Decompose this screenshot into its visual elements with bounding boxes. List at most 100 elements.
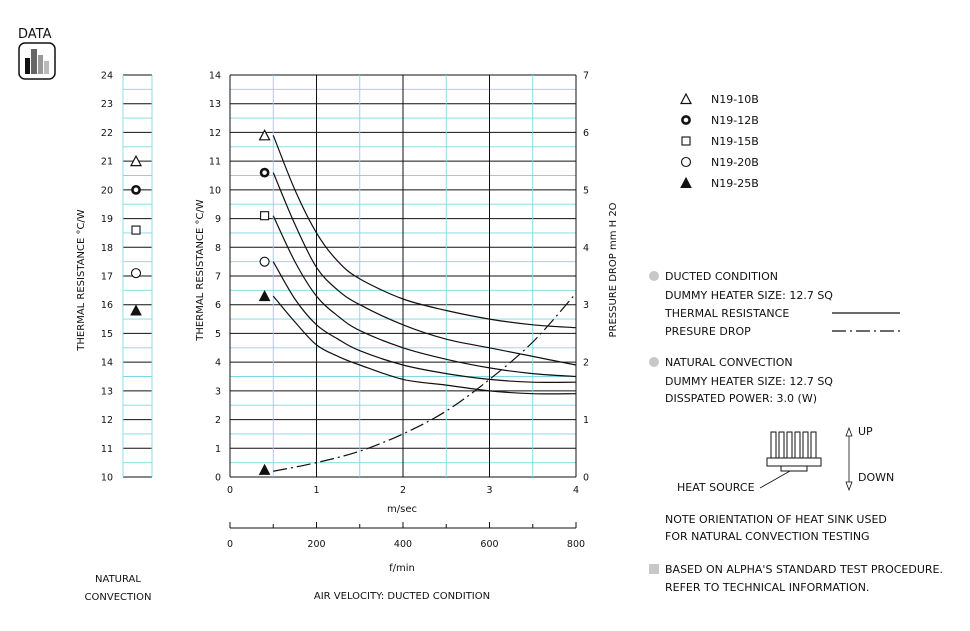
ducted-x2-tick-label: 400: [394, 539, 412, 550]
ducted-x2-axis-label: f/min: [389, 563, 415, 574]
pressure-drop-legend: PRESURE DROP: [665, 325, 751, 338]
orientation-note-line2: FOR NATURAL CONVECTION TESTING: [665, 530, 870, 543]
natural-y-tick-label: 18: [101, 243, 113, 254]
natural-y-tick-label: 20: [101, 185, 113, 196]
down-label: DOWN: [858, 471, 894, 484]
natural-convection-y-ticks: 10 11 12 13 14 15 16 17 18 19 20 21 22 23 24: [101, 71, 113, 484]
ducted-y2-tick-label: 2: [583, 358, 589, 369]
ducted-marker-n19-12b: [259, 167, 270, 178]
bullet-square-icon: [649, 564, 659, 574]
legend-symbol-n19-12b: [681, 115, 691, 125]
legend-label-n19-10b: N19-10B: [711, 93, 759, 106]
ducted-grid: [229, 74, 577, 478]
series-line-n19-12b: [272, 172, 577, 366]
legend-symbol-n19-15b: [681, 136, 691, 146]
footer-line2: REFER TO TECHNICAL INFORMATION.: [665, 581, 870, 594]
heat-sink-diagram: [759, 426, 853, 492]
series-line-n19-20b: [272, 261, 577, 384]
ducted-y-tick-label: 14: [209, 71, 221, 82]
series-line-n19-10b: [272, 135, 577, 329]
natural-point-n19-20b: [130, 268, 142, 279]
natural-y-tick-label: 13: [101, 386, 113, 397]
ducted-y2-tick-label: 4: [583, 243, 589, 254]
ducted-y-tick-label: 9: [215, 214, 221, 225]
footer-line1: BASED ON ALPHA'S STANDARD TEST PROCEDURE…: [649, 562, 943, 577]
ducted-marker-n19-25b: [258, 463, 271, 475]
ducted-marker-n19-25b: [258, 290, 271, 302]
bullet-dot-icon: [649, 271, 659, 281]
natural-convection-markers: [130, 154, 142, 316]
legend: N19-10B N19-12B N19-15B N19-20B N19-25B: [680, 92, 759, 190]
natural-condition-title: NATURAL CONVECTION: [649, 355, 793, 370]
legend-label-n19-25b: N19-25B: [711, 177, 759, 190]
ducted-y-tick-label: 11: [209, 157, 221, 168]
ducted-x2-tick-label: 800: [567, 539, 585, 550]
dissipated-power: DISSPATED POWER: 3.0 (W): [665, 392, 817, 405]
ducted-y2-tick-label: 3: [583, 300, 589, 311]
ducted-y-tick-label: 0: [215, 473, 221, 484]
ducted-secondary-x-axis: 0 200 400 600 800: [227, 522, 585, 550]
ducted-x-tick-label: 0: [227, 485, 233, 496]
natural-y-tick-label: 21: [101, 157, 113, 168]
ducted-marker-n19-20b: [259, 256, 270, 267]
ducted-y-tick-label: 5: [215, 329, 221, 340]
ducted-x-axis-label: m/sec: [387, 504, 417, 515]
legend-label-n19-12b: N19-12B: [711, 114, 759, 127]
ducted-markers: [258, 129, 271, 475]
legend-label-n19-15b: N19-15B: [711, 135, 759, 148]
ducted-y-tick-label: 13: [209, 99, 221, 110]
natural-heater-size: DUMMY HEATER SIZE: 12.7 SQ: [665, 375, 833, 388]
natural-label-line2: CONVECTION: [85, 592, 152, 603]
ducted-y-tick-label: 1: [215, 444, 221, 455]
ducted-y-tick-label: 8: [215, 243, 221, 254]
natural-y-tick-label: 15: [101, 329, 113, 340]
natural-label-line1: NATURAL: [95, 574, 141, 585]
ducted-y2-tick-label: 5: [583, 185, 589, 196]
ducted-x-tick-label: 1: [313, 485, 319, 496]
natural-y-axis-label: THERMAL RESISTANCE °C/W: [76, 209, 87, 352]
series-line-presure-drop: [273, 292, 577, 472]
natural-y-tick-label: 24: [101, 71, 113, 82]
ducted-x2-tick-label: 200: [307, 539, 325, 550]
natural-point-n19-10b: [130, 154, 142, 167]
bar-chart-icon: [18, 42, 56, 80]
ducted-y-tick-label: 3: [215, 386, 221, 397]
natural-y-tick-label: 11: [101, 444, 113, 455]
series-line-n19-15b: [272, 215, 577, 378]
thermal-resistance-legend: THERMAL RESISTANCE: [665, 307, 790, 320]
ducted-series-lines: [272, 135, 577, 472]
ducted-x2-tick-label: 600: [480, 539, 498, 550]
natural-y-tick-label: 23: [101, 99, 113, 110]
ducted-x2-tick-label: 0: [227, 539, 233, 550]
ducted-marker-n19-10b: [258, 129, 271, 141]
ducted-y-tick-label: 4: [215, 358, 221, 369]
legend-label-n19-20b: N19-20B: [711, 156, 759, 169]
ducted-y2-tick-label: 6: [583, 128, 589, 139]
natural-y-tick-label: 14: [101, 358, 113, 369]
ducted-x-tick-label: 4: [573, 485, 579, 496]
ducted-y-tick-label: 7: [215, 272, 221, 283]
legend-symbol-n19-25b: [680, 176, 692, 188]
ducted-y-axis-label: THERMAL RESISTANCE °C/W: [195, 199, 206, 342]
natural-y-tick-label: 16: [101, 300, 113, 311]
legend-symbol-n19-10b: [680, 92, 692, 105]
ducted-y-tick-label: 12: [209, 128, 221, 139]
bullet-dot-icon: [649, 357, 659, 367]
ducted-y-tick-label: 2: [215, 415, 221, 426]
ducted-y2-tick-label: 7: [583, 71, 589, 82]
orientation-note-line1: NOTE ORIENTATION OF HEAT SINK USED: [665, 513, 887, 526]
ducted-condition-title: DUCTED CONDITION: [649, 269, 778, 284]
natural-y-tick-label: 17: [101, 272, 113, 283]
ducted-y-tick-label: 6: [215, 300, 221, 311]
ducted-y-tick-label: 10: [209, 185, 221, 196]
ducted-y2-tick-label: 0: [583, 473, 589, 484]
header-label: DATA: [18, 27, 52, 42]
legend-symbol-n19-20b: [680, 156, 692, 168]
natural-y-tick-label: 22: [101, 128, 113, 139]
ducted-x-tick-label: 3: [486, 485, 492, 496]
natural-y-tick-label: 10: [101, 473, 113, 484]
natural-y-tick-label: 19: [101, 214, 113, 225]
ducted-heater-size: DUMMY HEATER SIZE: 12.7 SQ: [665, 289, 833, 302]
